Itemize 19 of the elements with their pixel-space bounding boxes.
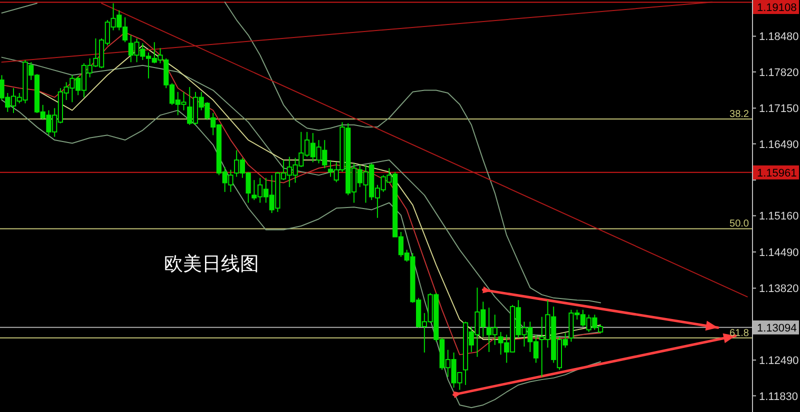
text: 欧美日线图 [164, 252, 259, 275]
ref-line-label: 1.15961 [757, 167, 797, 180]
price-label: 1.19108 [753, 0, 799, 14]
y-tick-label: 1.14490 [759, 246, 799, 259]
price-label: 1.13094 [753, 320, 799, 334]
y-tick-label: 1.17150 [759, 103, 799, 116]
y-tick-label: 1.11830 [759, 390, 798, 403]
y-tick-label: 1.12490 [759, 355, 799, 368]
y-tick-label: 1.13820 [759, 283, 799, 296]
annotation: 38.2 [730, 108, 750, 120]
y-tick-label: 1.16490 [759, 138, 799, 151]
ref-line-label: 1.19108 [757, 2, 797, 14]
ref-line-label: 1.13094 [757, 322, 797, 334]
annotation: 50.0 [730, 218, 750, 230]
y-tick-label: 1.15160 [759, 210, 799, 223]
price-label: 1.15961 [753, 165, 799, 180]
annotation: 61.8 [730, 328, 750, 339]
y-tick-label: 1.17820 [759, 66, 799, 79]
y-tick-label: 1.18480 [759, 31, 799, 44]
